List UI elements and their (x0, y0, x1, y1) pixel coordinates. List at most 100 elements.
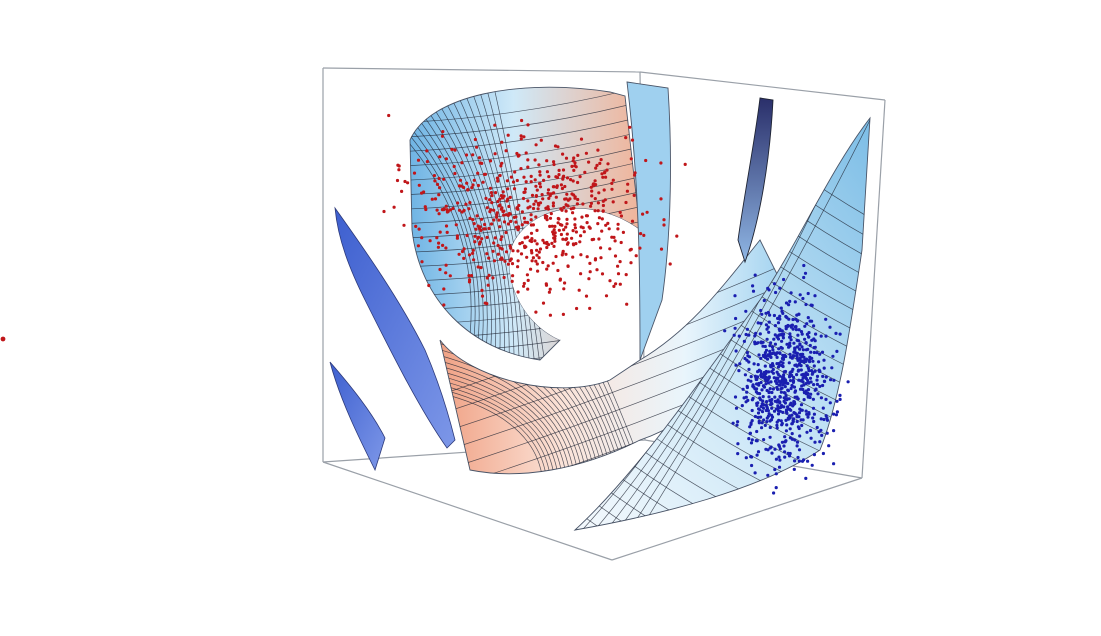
class-a-point (457, 184, 461, 188)
class-b-point (777, 347, 781, 351)
class-a-point (433, 197, 438, 201)
class-b-point (760, 388, 764, 392)
class-b-point (765, 327, 769, 331)
class-b-point (752, 385, 756, 389)
class-b-point (777, 455, 781, 459)
class-a-point (425, 160, 429, 164)
class-a-point (588, 306, 592, 310)
class-b-point (755, 429, 759, 434)
class-a-point (571, 211, 575, 215)
class-a-point (487, 273, 491, 277)
class-a-point (565, 232, 569, 236)
class-a-point (565, 192, 569, 196)
class-b-point (776, 372, 780, 376)
class-a-point (460, 210, 464, 214)
class-b-point (763, 364, 767, 368)
class-a-point (516, 290, 520, 294)
class-b-point (772, 337, 776, 341)
class-a-point (433, 179, 437, 183)
class-a-point (437, 241, 441, 245)
class-b-point (743, 373, 748, 377)
class-a-point (420, 191, 424, 195)
class-b-point (789, 408, 793, 412)
class-a-point (526, 287, 530, 291)
class-a-point (440, 134, 445, 138)
class-b-point (742, 396, 746, 400)
class-a-point (536, 269, 540, 273)
class-b-point (772, 313, 777, 318)
class-a-point (616, 222, 620, 226)
class-b-point (804, 409, 808, 413)
class-a-point (490, 201, 494, 205)
class-a-point (529, 218, 533, 222)
class-a-point (562, 228, 566, 232)
class-a-point (558, 223, 563, 227)
class-a-point (492, 259, 497, 263)
class-a-point (604, 294, 609, 298)
class-b-point (804, 376, 809, 381)
class-a-point (546, 188, 551, 192)
class-b-point (782, 373, 786, 377)
class-a-point (584, 214, 589, 218)
class-a-point (537, 203, 541, 207)
class-a-point (497, 204, 501, 208)
class-a-point (548, 287, 552, 291)
class-a-point (552, 191, 556, 195)
class-a-point (604, 223, 608, 227)
class-a-point (600, 229, 604, 233)
class-a-point (526, 235, 530, 239)
class-a-point (578, 240, 582, 244)
class-b-point (775, 362, 779, 366)
class-a-point (571, 255, 575, 259)
class-b-point (795, 373, 799, 377)
class-b-point (795, 351, 800, 355)
class-a-point (435, 208, 439, 212)
class-b-point (744, 456, 748, 460)
class-a-point (549, 212, 553, 216)
class-b-point (767, 412, 771, 416)
class-b-point (766, 378, 770, 382)
class-b-point (806, 291, 810, 296)
class-a-point (541, 301, 546, 305)
class-a-point (506, 213, 510, 217)
class-a-point (476, 265, 480, 269)
class-b-point (751, 284, 755, 288)
class-b-point (785, 411, 789, 415)
class-a-point (523, 187, 528, 191)
class-a-point (541, 260, 545, 265)
class-b-point (768, 446, 772, 450)
class-b-point (795, 419, 799, 424)
class-a-point (629, 247, 633, 251)
class-b-point (791, 379, 796, 383)
class-b-point (818, 352, 822, 356)
class-b-point (808, 376, 813, 380)
class-a-point (402, 223, 406, 227)
class-a-point (616, 264, 620, 268)
class-b-point (775, 385, 779, 390)
class-b-point (788, 352, 792, 356)
class-a-point (576, 197, 580, 202)
class-a-point (614, 282, 618, 286)
class-a-point (506, 262, 510, 266)
class-a-point (535, 188, 539, 192)
class-b-point (822, 417, 826, 422)
class-b-point (846, 380, 850, 384)
class-a-point (529, 267, 533, 271)
class-b-point (813, 440, 817, 444)
class-b-point (832, 412, 836, 416)
class-a-point (504, 250, 509, 254)
class-b-point (814, 387, 818, 391)
class-a-point (492, 241, 496, 245)
class-b-point (775, 426, 779, 430)
class-a-point (508, 244, 512, 248)
class-b-point (788, 379, 793, 383)
class-a-point (437, 193, 441, 197)
class-a-point (516, 259, 520, 263)
class-a-point (493, 123, 497, 127)
class-a-point (587, 277, 591, 281)
class-b-point (816, 392, 820, 396)
class-b-point (798, 358, 802, 362)
class-a-point (584, 151, 589, 155)
class-a-point (469, 274, 474, 278)
class-a-point (561, 237, 565, 241)
